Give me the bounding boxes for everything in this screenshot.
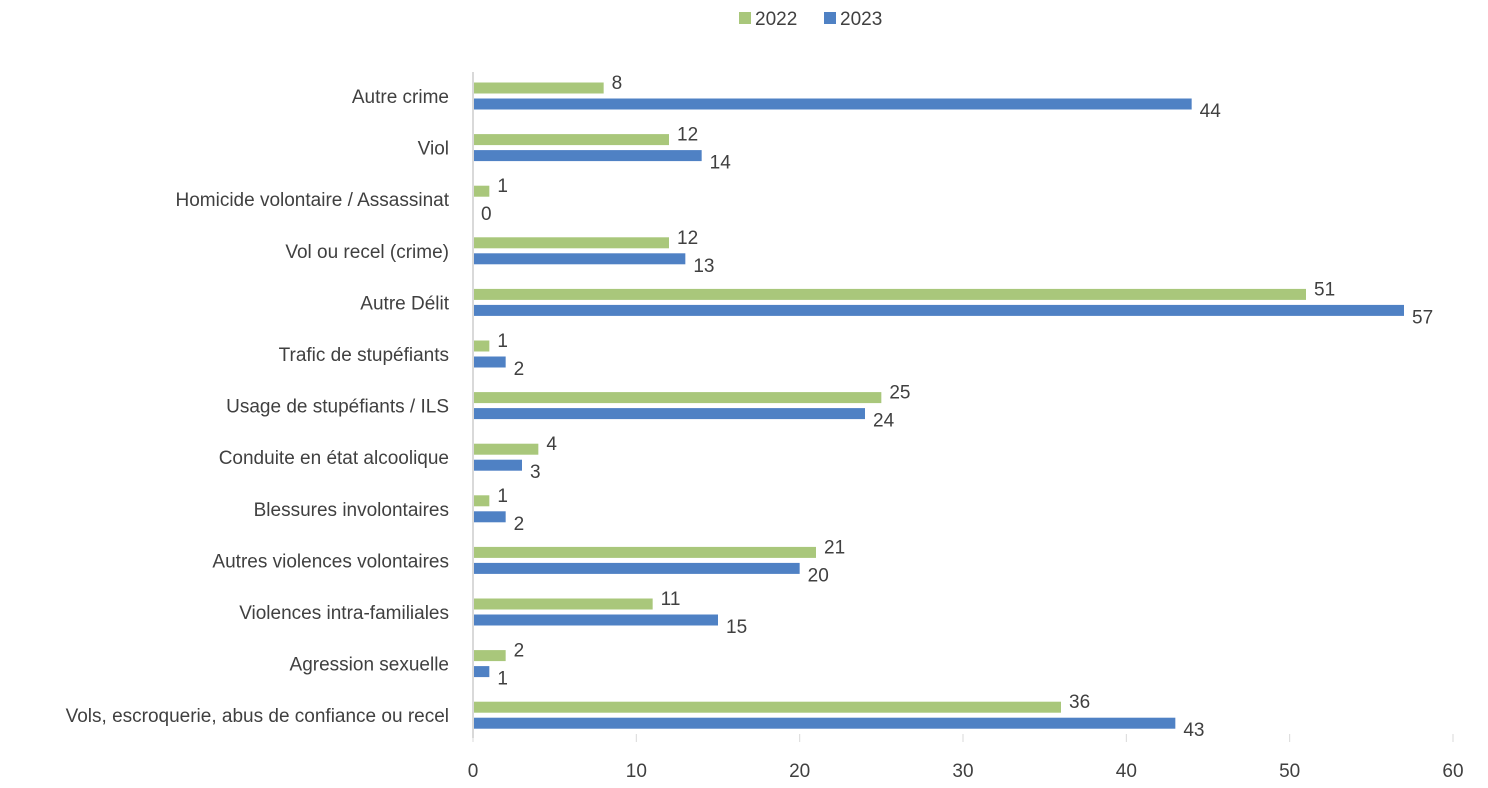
x-tick-label: 0 xyxy=(468,761,479,782)
category-label: Blessures involontaires xyxy=(254,500,449,521)
bar-2023-blessures-involontaires xyxy=(473,511,506,523)
bar-2023-autre-delit xyxy=(473,304,1404,316)
bar-2022-viol xyxy=(473,134,669,146)
bar-2022-vol-ou-recel-crime xyxy=(473,237,669,249)
category-label: Violences intra-familiales xyxy=(239,603,449,624)
data-label-2022-usage-de-stupefiants-ils: 25 xyxy=(889,383,910,404)
data-labels: 8441214101213515712252443122120111521364… xyxy=(481,73,1433,741)
category-label: Autre crime xyxy=(352,87,449,108)
category-label: Conduite en état alcoolique xyxy=(219,448,449,469)
bar-2023-autre-crime xyxy=(473,98,1192,110)
bar-2022-blessures-involontaires xyxy=(473,495,490,507)
bar-2022-homicide-volontaire-assassinat xyxy=(473,185,490,197)
x-tick-label: 10 xyxy=(626,761,647,782)
legend-label-2023: 2023 xyxy=(840,9,882,30)
bar-2023-vol-ou-recel-crime xyxy=(473,253,686,265)
legend-label-2022: 2022 xyxy=(755,9,797,30)
data-label-2022-vols-escroquerie-abus-de-confiance-ou-recel: 36 xyxy=(1069,692,1090,713)
category-label: Vol ou recel (crime) xyxy=(285,242,449,263)
bar-2022-agression-sexuelle xyxy=(473,650,506,662)
axes: 0 10 20 30 40 50 60 xyxy=(468,72,1464,782)
data-label-2023-vols-escroquerie-abus-de-confiance-ou-recel: 43 xyxy=(1183,720,1204,741)
bar-2022-violences-intra-familiales xyxy=(473,598,653,610)
category-label: Autre Délit xyxy=(360,293,449,314)
category-label: Vols, escroquerie, abus de confiance ou … xyxy=(66,706,449,727)
bar-2022-usage-de-stupefiants-ils xyxy=(473,392,882,404)
bar-2022-autre-delit xyxy=(473,288,1306,300)
bar-2022-conduite-en-etat-alcoolique xyxy=(473,443,539,455)
data-label-2023-homicide-volontaire-assassinat: 0 xyxy=(481,204,492,225)
data-label-2022-agression-sexuelle: 2 xyxy=(514,641,525,662)
category-labels: Autre crime Viol Homicide volontaire / Ass… xyxy=(66,87,450,727)
bar-2023-conduite-en-etat-alcoolique xyxy=(473,459,522,471)
legend: 2022 2023 xyxy=(739,9,882,30)
bar-2022-trafic-de-stupefiants xyxy=(473,340,490,352)
bar-2022-autre-crime xyxy=(473,82,604,94)
legend-swatch-2023 xyxy=(824,12,836,24)
data-label-2022-blessures-involontaires: 1 xyxy=(497,486,508,507)
bar-2023-trafic-de-stupefiants xyxy=(473,356,506,368)
x-tick-label: 50 xyxy=(1279,761,1300,782)
category-label: Homicide volontaire / Assassinat xyxy=(175,190,449,211)
bar-2022-vols-escroquerie-abus-de-confiance-ou-recel xyxy=(473,701,1061,713)
x-tick-label: 30 xyxy=(952,761,973,782)
data-label-2023-autre-crime: 44 xyxy=(1200,101,1222,122)
x-tick-label: 20 xyxy=(789,761,810,782)
bar-2023-autres-violences-volontaires xyxy=(473,562,800,574)
data-label-2023-viol: 14 xyxy=(710,153,732,174)
data-label-2022-autre-delit: 51 xyxy=(1314,279,1335,300)
category-label: Agression sexuelle xyxy=(290,655,449,676)
bar-2023-viol xyxy=(473,150,702,162)
bars xyxy=(473,82,1404,729)
data-label-2022-homicide-volontaire-assassinat: 1 xyxy=(497,176,508,197)
data-label-2023-conduite-en-etat-alcoolique: 3 xyxy=(530,462,541,483)
category-label: Trafic de stupéfiants xyxy=(279,345,449,366)
category-label: Viol xyxy=(418,139,449,160)
data-label-2023-autre-delit: 57 xyxy=(1412,307,1433,328)
bar-2023-violences-intra-familiales xyxy=(473,614,718,626)
data-label-2022-vol-ou-recel-crime: 12 xyxy=(677,228,698,249)
data-label-2022-conduite-en-etat-alcoolique: 4 xyxy=(546,434,557,455)
data-label-2023-blessures-involontaires: 2 xyxy=(514,514,525,535)
data-label-2023-agression-sexuelle: 1 xyxy=(497,669,508,690)
bar-2023-agression-sexuelle xyxy=(473,666,490,678)
data-label-2022-autres-violences-volontaires: 21 xyxy=(824,537,845,558)
category-label: Autres violences volontaires xyxy=(212,551,449,572)
data-label-2023-trafic-de-stupefiants: 2 xyxy=(514,359,525,380)
bar-2022-autres-violences-volontaires xyxy=(473,546,816,558)
data-label-2023-vol-ou-recel-crime: 13 xyxy=(693,256,714,277)
x-tick-label: 40 xyxy=(1116,761,1137,782)
data-label-2022-trafic-de-stupefiants: 1 xyxy=(497,331,508,352)
bar-2023-vols-escroquerie-abus-de-confiance-ou-recel xyxy=(473,717,1176,729)
legend-swatch-2022 xyxy=(739,12,751,24)
data-label-2023-autres-violences-volontaires: 20 xyxy=(808,565,829,586)
data-label-2022-violences-intra-familiales: 11 xyxy=(661,589,681,610)
category-label: Usage de stupéfiants / ILS xyxy=(226,397,449,418)
data-label-2022-viol: 12 xyxy=(677,125,698,146)
bar-2023-usage-de-stupefiants-ils xyxy=(473,408,865,420)
data-label-2022-autre-crime: 8 xyxy=(612,73,623,94)
data-label-2023-violences-intra-familiales: 15 xyxy=(726,617,747,638)
data-label-2023-usage-de-stupefiants-ils: 24 xyxy=(873,411,895,432)
x-tick-label: 60 xyxy=(1442,761,1463,782)
